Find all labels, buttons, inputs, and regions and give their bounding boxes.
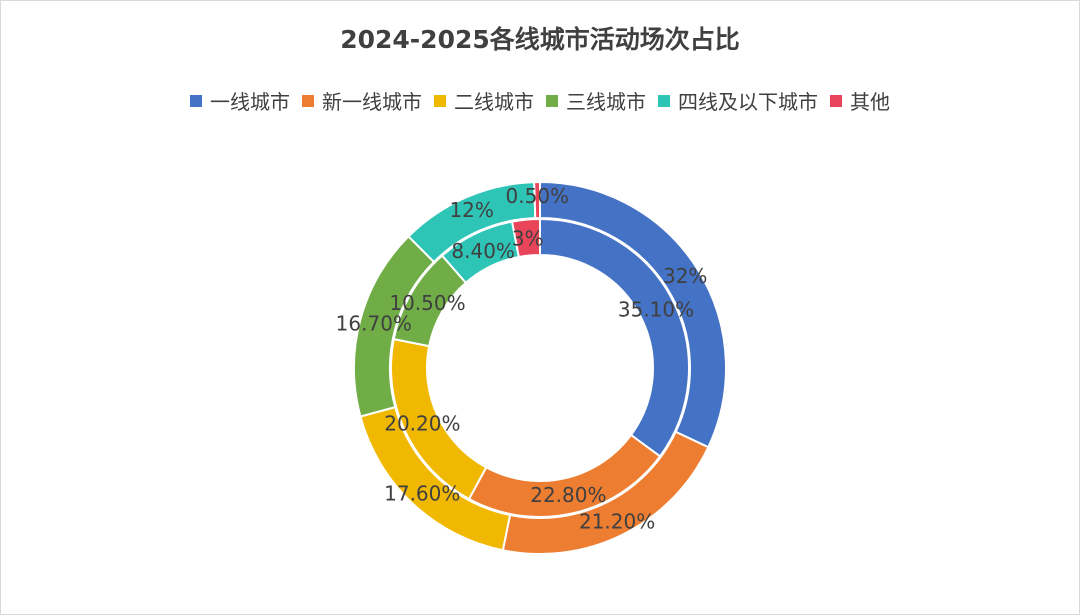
outer-data-label-new-tier1: 21.20% [579,510,655,534]
inner-data-label-tier4-below: 8.40% [451,239,515,263]
legend-item-tier1[interactable]: 一线城市 [190,86,290,115]
legend-label: 新一线城市 [322,90,422,114]
legend-item-tier3[interactable]: 三线城市 [546,86,646,115]
outer-data-label-tier3: 16.70% [336,312,412,336]
legend-label: 二线城市 [454,90,534,114]
inner-data-label-tier1: 35.10% [618,297,694,321]
legend-item-new-tier1[interactable]: 新一线城市 [302,86,422,115]
legend-item-tier4-below[interactable]: 四线及以下城市 [658,86,818,115]
legend-label: 三线城市 [566,90,646,114]
legend-label: 一线城市 [210,90,290,114]
inner-data-label-tier2: 20.20% [384,411,460,435]
inner-data-label-new-tier1: 22.80% [530,483,606,507]
inner-data-label-tier3: 10.50% [389,291,465,315]
legend-label: 四线及以下城市 [678,90,818,114]
legend-swatch [658,94,670,107]
legend-swatch [546,94,558,107]
legend-label: 其他 [850,90,890,114]
legend-item-other[interactable]: 其他 [830,86,890,115]
legend-swatch [302,94,314,107]
legend-swatch [434,94,446,107]
outer-data-label-other: 0.50% [506,184,570,208]
chart-title: 2024-2025各线城市活动场次占比 [340,25,740,54]
outer-data-label-tier2: 17.60% [384,481,460,505]
inner-ring-slice-other[interactable] [510,217,541,259]
legend-item-tier2[interactable]: 二线城市 [434,86,534,115]
legend-swatch [190,94,202,107]
legend: 一线城市 新一线城市 二线城市 三线城市 四线及以下城市 其他 [0,86,1080,115]
outer-data-label-tier1: 32% [663,264,707,288]
outer-data-label-tier4-below: 12% [449,198,493,222]
legend-swatch [830,94,842,107]
inner-data-label-other: 3% [512,227,544,251]
